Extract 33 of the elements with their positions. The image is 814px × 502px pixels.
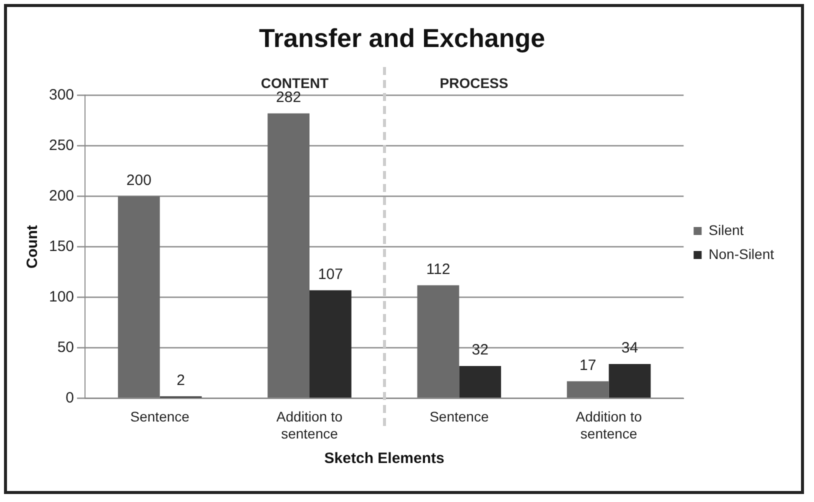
bar: [417, 285, 460, 398]
data-label: 2: [176, 372, 185, 390]
x-tick-label: Addition to sentence: [576, 408, 642, 442]
data-label: 112: [426, 260, 450, 278]
chart-title: Transfer and Exchange: [258, 22, 546, 53]
bar: [459, 366, 502, 398]
text: PROCESS: [440, 75, 508, 92]
x-tick-label: Addition to sentence: [276, 408, 343, 442]
legend-label: Non-Silent: [708, 246, 774, 262]
x-axis-title: Sketch Elements: [324, 450, 444, 468]
text: CONTENT: [260, 75, 329, 92]
data-label: 17: [580, 356, 596, 374]
data-label: 107: [318, 266, 343, 283]
bar: [566, 381, 609, 398]
bar: [608, 364, 651, 398]
data-label: 282: [276, 89, 302, 106]
y-tick-label: 300: [48, 86, 74, 104]
y-tick-label: 250: [48, 136, 74, 154]
data-label: 32: [472, 342, 488, 359]
y-tick-label: 50: [57, 339, 74, 356]
y-tick-label: 150: [48, 238, 74, 255]
x-tick-label: Sentence: [430, 408, 489, 425]
bar: [310, 290, 352, 398]
bar: [118, 196, 160, 398]
y-tick-label: 200: [48, 187, 74, 204]
x-tick-label: Sentence: [130, 408, 190, 425]
legend-label: Silent: [708, 222, 744, 238]
y-tick-label: 100: [48, 288, 74, 306]
data-label: 200: [126, 172, 152, 189]
data-label: 34: [621, 340, 638, 357]
y-tick-label: 0: [66, 390, 74, 407]
y-axis-title: Count: [24, 225, 42, 268]
bar: [268, 113, 310, 398]
